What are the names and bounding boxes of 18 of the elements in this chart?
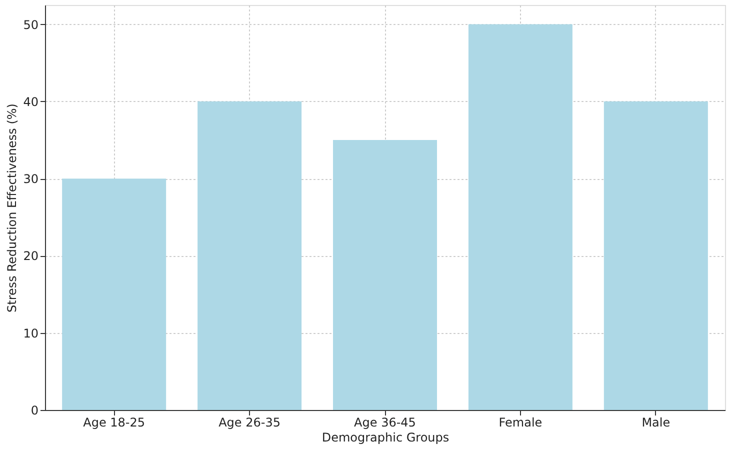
y-tick-label: 30 xyxy=(23,172,38,186)
x-tick-label: Female xyxy=(498,416,542,430)
bar xyxy=(333,140,437,410)
x-tick-label: Male xyxy=(642,416,670,430)
y-tick-label: 10 xyxy=(23,326,38,340)
bar xyxy=(62,178,166,410)
y-tick-label: 20 xyxy=(23,249,38,264)
x-tick-label: Age 18-25 xyxy=(83,416,146,430)
bar xyxy=(604,101,708,410)
x-axis-title: Demographic Groups xyxy=(322,430,450,444)
x-tick-label: Age 26-35 xyxy=(218,416,280,430)
y-tick-label: 50 xyxy=(23,18,38,32)
y-tick-label: 0 xyxy=(30,404,38,418)
bar xyxy=(468,24,572,410)
x-tick-label: Age 36-45 xyxy=(354,416,416,430)
y-axis-title: Stress Reduction Effectiveness (%) xyxy=(5,104,20,312)
bar xyxy=(198,101,302,410)
y-tick-label: 40 xyxy=(23,94,38,109)
